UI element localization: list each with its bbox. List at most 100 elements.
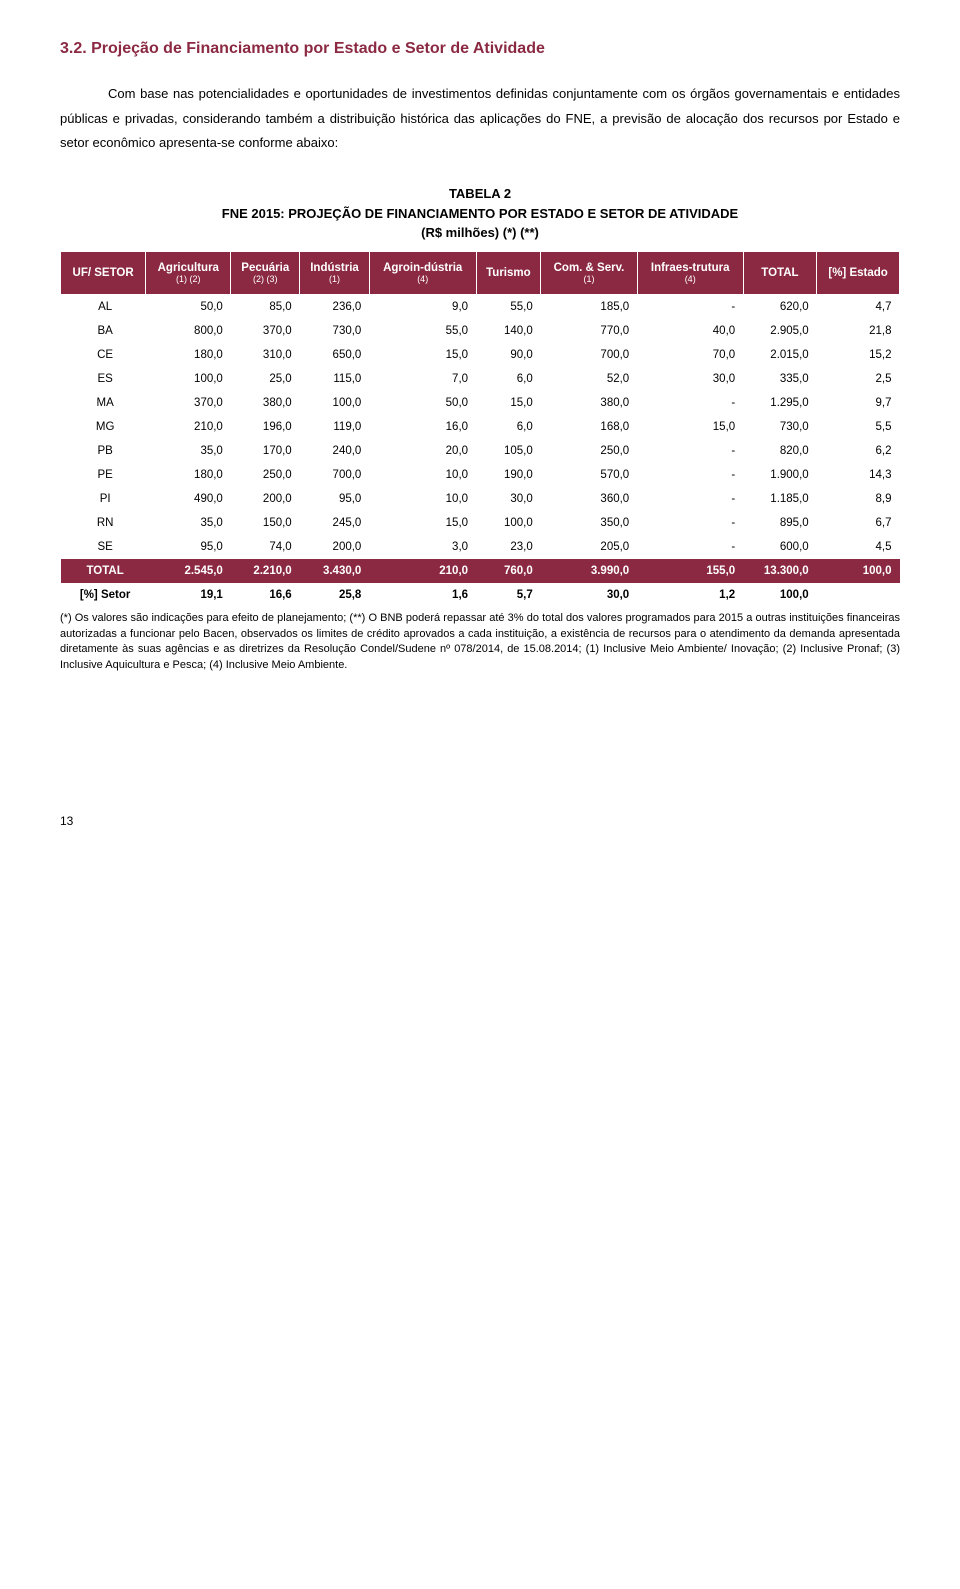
value-cell: 168,0 — [541, 415, 637, 439]
value-cell: 650,0 — [300, 343, 370, 367]
table-header-cell: UF/ SETOR — [61, 251, 146, 294]
value-cell: 52,0 — [541, 367, 637, 391]
value-cell: 570,0 — [541, 463, 637, 487]
value-cell: 380,0 — [541, 391, 637, 415]
table-row: PI490,0200,095,010,030,0360,0-1.185,08,9 — [61, 487, 900, 511]
pct-value-cell: 1,6 — [369, 583, 476, 607]
uf-cell: PI — [61, 487, 146, 511]
uf-cell: PE — [61, 463, 146, 487]
table-row: BA800,0370,0730,055,0140,0770,040,02.905… — [61, 319, 900, 343]
table-row: MA370,0380,0100,050,015,0380,0-1.295,09,… — [61, 391, 900, 415]
value-cell: 200,0 — [231, 487, 300, 511]
table-row: ES100,025,0115,07,06,052,030,0335,02,5 — [61, 367, 900, 391]
value-cell: 350,0 — [541, 511, 637, 535]
value-cell: - — [637, 439, 743, 463]
uf-cell: MG — [61, 415, 146, 439]
pct-value-cell: 1,2 — [637, 583, 743, 607]
value-cell: 105,0 — [476, 439, 541, 463]
value-cell: 236,0 — [300, 294, 370, 319]
value-cell: 2,5 — [817, 367, 900, 391]
total-value-cell: 155,0 — [637, 559, 743, 583]
pct-value-cell: 30,0 — [541, 583, 637, 607]
value-cell: 115,0 — [300, 367, 370, 391]
value-cell: 9,0 — [369, 294, 476, 319]
value-cell: 6,0 — [476, 415, 541, 439]
value-cell: 180,0 — [146, 343, 231, 367]
value-cell: 30,0 — [476, 487, 541, 511]
value-cell: 370,0 — [146, 391, 231, 415]
table-title-line2: FNE 2015: PROJEÇÃO DE FINANCIAMENTO POR … — [222, 206, 738, 221]
table-total-row: TOTAL2.545,02.210,03.430,0210,0760,03.99… — [61, 559, 900, 583]
table-row: MG210,0196,0119,016,06,0168,015,0730,05,… — [61, 415, 900, 439]
value-cell: 4,7 — [817, 294, 900, 319]
value-cell: 1.900,0 — [743, 463, 817, 487]
value-cell: 35,0 — [146, 511, 231, 535]
value-cell: 20,0 — [369, 439, 476, 463]
value-cell: 2.905,0 — [743, 319, 817, 343]
value-cell: 4,5 — [817, 535, 900, 559]
value-cell: 10,0 — [369, 463, 476, 487]
value-cell: 490,0 — [146, 487, 231, 511]
value-cell: 620,0 — [743, 294, 817, 319]
value-cell: 190,0 — [476, 463, 541, 487]
pct-label-cell: [%] Setor — [61, 583, 146, 607]
value-cell: 140,0 — [476, 319, 541, 343]
value-cell: 210,0 — [146, 415, 231, 439]
value-cell: 119,0 — [300, 415, 370, 439]
value-cell: 180,0 — [146, 463, 231, 487]
value-cell: 40,0 — [637, 319, 743, 343]
table-header-cell: [%] Estado — [817, 251, 900, 294]
table-footnote: (*) Os valores são indicações para efeit… — [60, 611, 900, 675]
value-cell: 310,0 — [231, 343, 300, 367]
value-cell: - — [637, 511, 743, 535]
table-header-row: UF/ SETORAgricultura(1) (2)Pecuária(2) (… — [61, 251, 900, 294]
value-cell: 30,0 — [637, 367, 743, 391]
value-cell: 85,0 — [231, 294, 300, 319]
total-value-cell: 13.300,0 — [743, 559, 817, 583]
value-cell: 15,0 — [369, 511, 476, 535]
value-cell: 70,0 — [637, 343, 743, 367]
value-cell: 100,0 — [476, 511, 541, 535]
value-cell: 250,0 — [541, 439, 637, 463]
table-title: TABELA 2 FNE 2015: PROJEÇÃO DE FINANCIAM… — [60, 184, 900, 243]
table-row: SE95,074,0200,03,023,0205,0-600,04,5 — [61, 535, 900, 559]
value-cell: 335,0 — [743, 367, 817, 391]
uf-cell: BA — [61, 319, 146, 343]
value-cell: 600,0 — [743, 535, 817, 559]
value-cell: 730,0 — [300, 319, 370, 343]
value-cell: 800,0 — [146, 319, 231, 343]
value-cell: 6,7 — [817, 511, 900, 535]
value-cell: 50,0 — [146, 294, 231, 319]
value-cell: 9,7 — [817, 391, 900, 415]
value-cell: 55,0 — [476, 294, 541, 319]
value-cell: - — [637, 535, 743, 559]
value-cell: 90,0 — [476, 343, 541, 367]
value-cell: 370,0 — [231, 319, 300, 343]
section-heading: 3.2. Projeção de Financiamento por Estad… — [60, 40, 900, 58]
value-cell: 240,0 — [300, 439, 370, 463]
value-cell: 21,8 — [817, 319, 900, 343]
value-cell: 74,0 — [231, 535, 300, 559]
table-header-cell: Com. & Serv.(1) — [541, 251, 637, 294]
uf-cell: ES — [61, 367, 146, 391]
table-header-cell: Pecuária(2) (3) — [231, 251, 300, 294]
value-cell: 250,0 — [231, 463, 300, 487]
value-cell: 6,0 — [476, 367, 541, 391]
value-cell: 50,0 — [369, 391, 476, 415]
value-cell: 200,0 — [300, 535, 370, 559]
value-cell: 770,0 — [541, 319, 637, 343]
total-value-cell: 2.545,0 — [146, 559, 231, 583]
total-value-cell: 2.210,0 — [231, 559, 300, 583]
blank-cell — [817, 583, 900, 607]
value-cell: 95,0 — [300, 487, 370, 511]
financing-table: UF/ SETORAgricultura(1) (2)Pecuária(2) (… — [60, 251, 900, 607]
value-cell: - — [637, 487, 743, 511]
total-value-cell: 100,0 — [817, 559, 900, 583]
value-cell: - — [637, 463, 743, 487]
value-cell: 170,0 — [231, 439, 300, 463]
table-title-line3: (R$ milhões) (*) (**) — [421, 225, 539, 240]
value-cell: 16,0 — [369, 415, 476, 439]
table-header-cell: Infraes-trutura(4) — [637, 251, 743, 294]
value-cell: 205,0 — [541, 535, 637, 559]
table-header-cell: Turismo — [476, 251, 541, 294]
